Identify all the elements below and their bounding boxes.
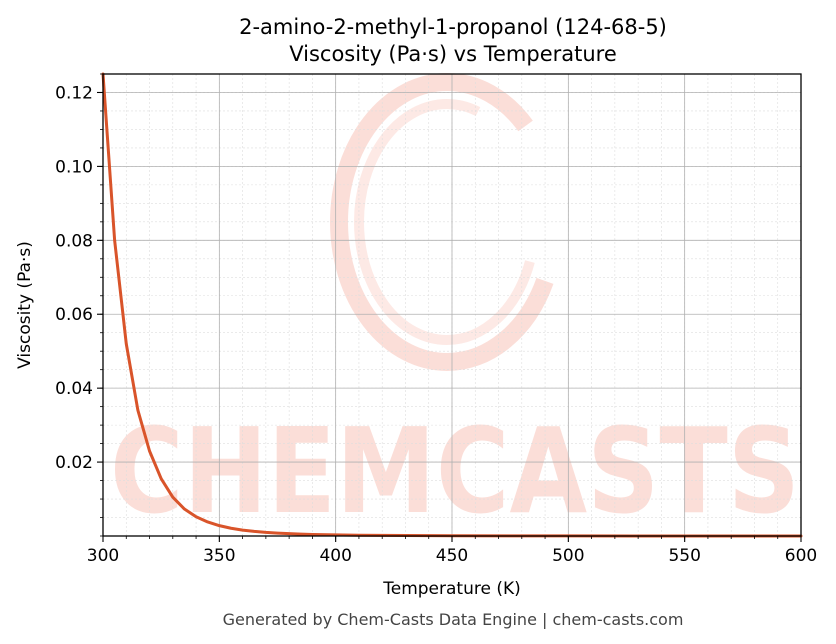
x-tick-label: 600 <box>785 546 817 566</box>
y-tick-label: 0.02 <box>55 453 93 473</box>
y-tick-label: 0.10 <box>55 157 93 177</box>
axis-ticks: 300 350 400 450 500 550 600 0.02 0.04 0.06 0.08 0.1… <box>55 73 817 566</box>
y-tick-label: 0.12 <box>55 83 93 103</box>
x-tick-label: 550 <box>668 546 700 566</box>
chart-subtitle: Viscosity (Pa·s) vs Temperature <box>289 42 617 66</box>
chemcasts-watermark-logo: CHEMCASTS <box>110 73 800 540</box>
x-tick-label: 300 <box>87 546 119 566</box>
footer-credit: Generated by Chem-Casts Data Engine | ch… <box>223 610 684 629</box>
chart-title: 2-amino-2-methyl-1-propanol (124-68-5) <box>239 15 667 39</box>
x-tick-label: 350 <box>203 546 235 566</box>
x-tick-label: 500 <box>552 546 584 566</box>
y-tick-label: 0.04 <box>55 379 93 399</box>
y-tick-label: 0.06 <box>55 305 93 325</box>
watermark-text: CHEMCASTS <box>110 402 800 540</box>
y-tick-label: 0.08 <box>55 231 93 251</box>
y-axis-label: Viscosity (Pa·s) <box>15 241 35 369</box>
x-tick-label: 400 <box>319 546 351 566</box>
x-axis-label: Temperature (K) <box>382 579 521 599</box>
x-tick-label: 450 <box>436 546 468 566</box>
